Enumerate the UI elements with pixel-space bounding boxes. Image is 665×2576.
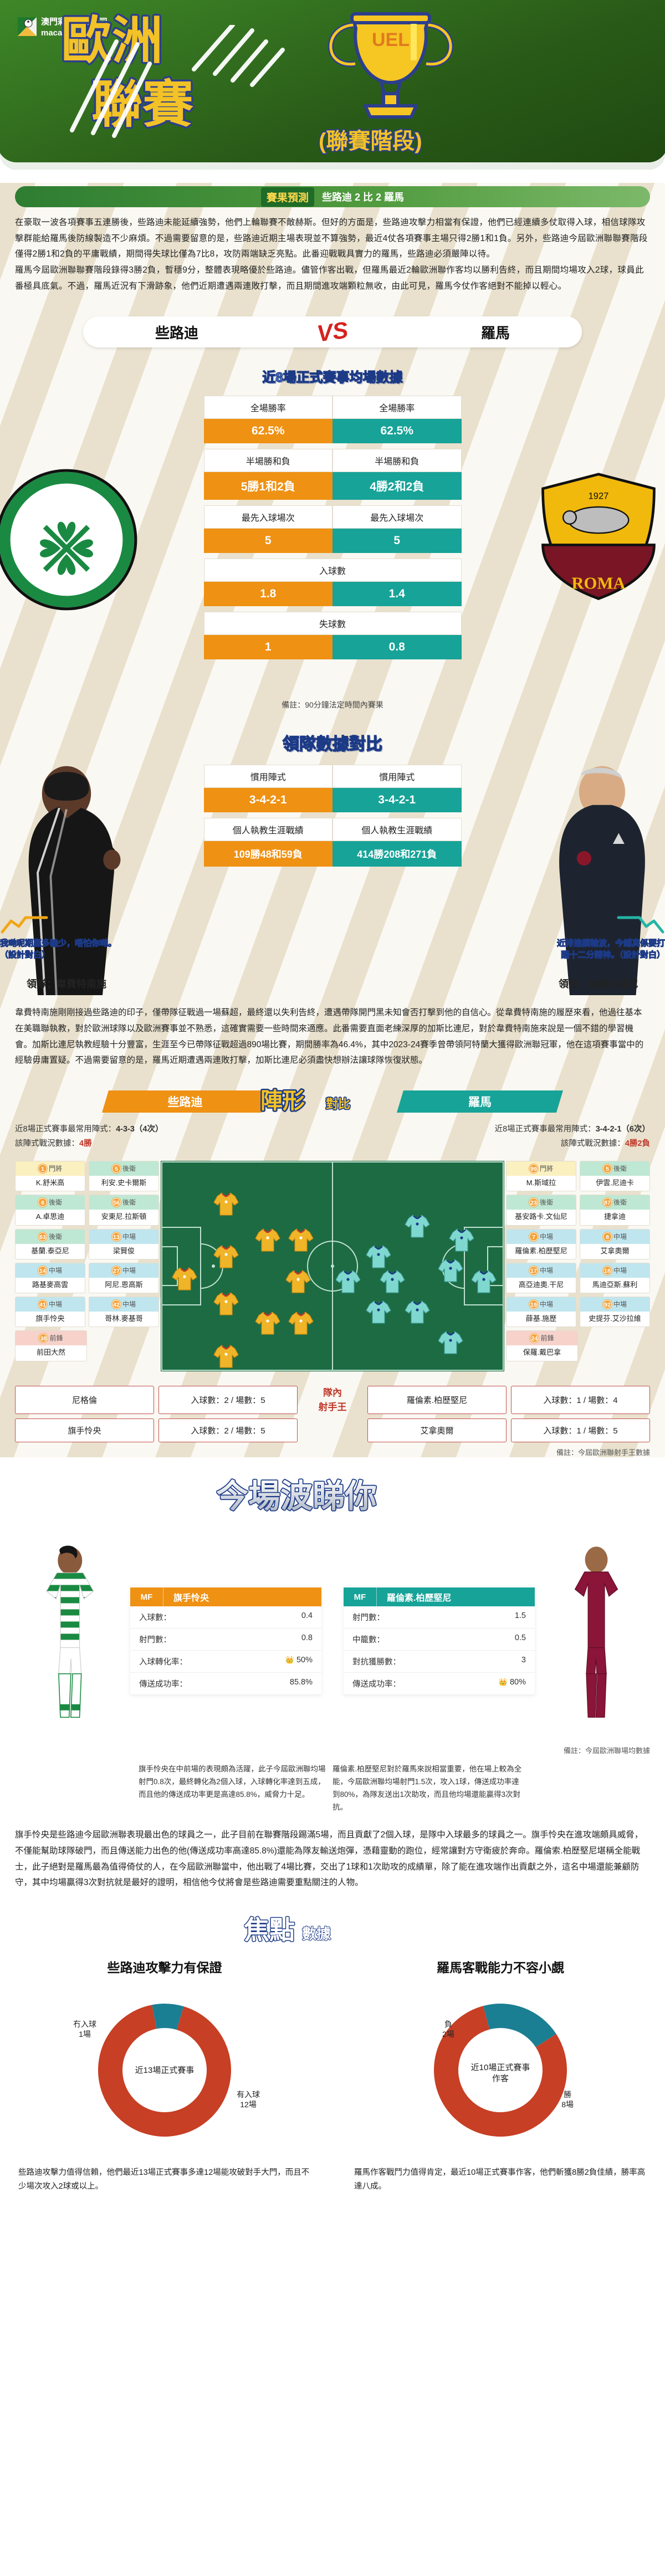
svg-text:對比: 對比 (326, 1097, 350, 1111)
svg-text:今場波睇你: 今場波睇你 (216, 1478, 377, 1514)
svg-text:ROMA: ROMA (571, 574, 625, 593)
svg-text:近13場正式賽事: 近13場正式賽事 (135, 2066, 195, 2075)
svg-text:1888: 1888 (54, 582, 79, 595)
svg-text:作客: 作客 (492, 2074, 509, 2083)
svg-text:1927: 1927 (589, 491, 609, 501)
svg-text:焦點: 焦點 (244, 1916, 295, 1944)
svg-text:陣形: 陣形 (260, 1089, 305, 1113)
svg-text:(聯賽階段): (聯賽階段) (319, 129, 422, 153)
svg-text:近10場正式賽事: 近10場正式賽事 (471, 2063, 530, 2072)
svg-text:UEL: UEL (372, 29, 410, 50)
svg-text:數據: 數據 (302, 1925, 331, 1942)
